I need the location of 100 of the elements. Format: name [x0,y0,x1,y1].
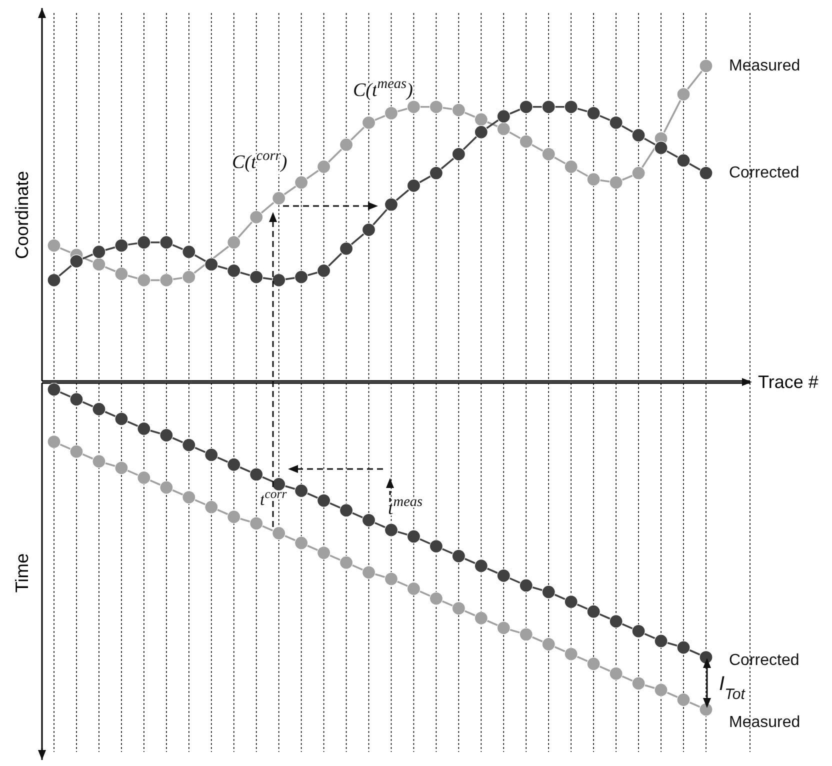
point [316,494,331,508]
point [452,549,466,563]
point [632,676,646,690]
point [542,100,556,114]
point [384,106,398,120]
point [609,176,623,190]
point [250,270,264,284]
point [227,264,241,278]
point [137,422,151,436]
point [452,147,466,161]
point [204,500,218,514]
point [609,666,623,680]
point [182,490,196,504]
point [250,210,264,224]
y-axis-title: Coordinate [12,170,32,260]
point [586,106,600,120]
point [519,628,533,642]
point [137,470,151,484]
y-axis-title: Time [12,553,32,593]
point [429,100,444,114]
point [474,112,488,126]
point [339,138,354,152]
point [114,267,128,281]
point [542,147,556,161]
point [70,444,84,458]
point [632,166,646,180]
point [70,254,84,268]
point [204,448,218,462]
series-label: Corrected [729,164,800,182]
point [474,611,488,625]
point [92,258,106,272]
point [496,122,510,136]
point [676,692,690,707]
point [609,614,623,628]
point [362,116,376,130]
point [654,634,668,648]
point [429,592,444,606]
point [496,568,510,582]
point [452,602,466,616]
point [272,526,286,540]
point [676,87,690,102]
point [384,523,398,537]
point [384,198,398,212]
series-label: Corrected [729,652,800,669]
point [586,604,600,618]
point [92,245,106,259]
point [564,594,578,609]
point [339,556,354,570]
point [699,59,713,73]
point [519,134,533,148]
series-label: Measured [729,57,800,74]
point [160,480,174,494]
series-label: Measured [729,714,800,732]
point [160,428,174,442]
point [406,178,421,192]
point [586,172,600,186]
point [429,166,444,180]
point [542,585,556,599]
point [227,510,241,524]
point [406,100,421,114]
point [160,236,174,250]
point [452,103,466,117]
point [114,412,128,426]
point [250,516,264,530]
point [339,504,354,518]
point [294,536,308,550]
point [182,245,196,259]
point [676,640,690,654]
point [47,238,61,252]
point [114,461,128,475]
point [474,125,488,139]
point [362,513,376,527]
point [272,191,286,206]
point [632,624,646,638]
point [160,273,174,287]
point [114,238,128,252]
point [406,582,421,596]
annotation: t$^{meas}$ [388,494,424,519]
annotation: C(t$^{meas}$) [353,76,413,101]
point [204,258,218,272]
point [294,270,308,284]
point [699,702,713,716]
point [137,273,151,287]
point [362,566,376,580]
point [47,434,61,449]
point [384,572,398,586]
point [47,383,61,396]
point [429,539,444,554]
point [632,128,646,142]
point [406,530,421,544]
point [654,683,668,697]
x-axis-title: Trace # [758,372,818,392]
point [676,154,690,168]
point [227,236,241,250]
point [609,116,623,130]
point [654,141,668,155]
point [294,484,308,498]
point [316,264,331,278]
point [339,242,354,256]
point [699,166,713,180]
